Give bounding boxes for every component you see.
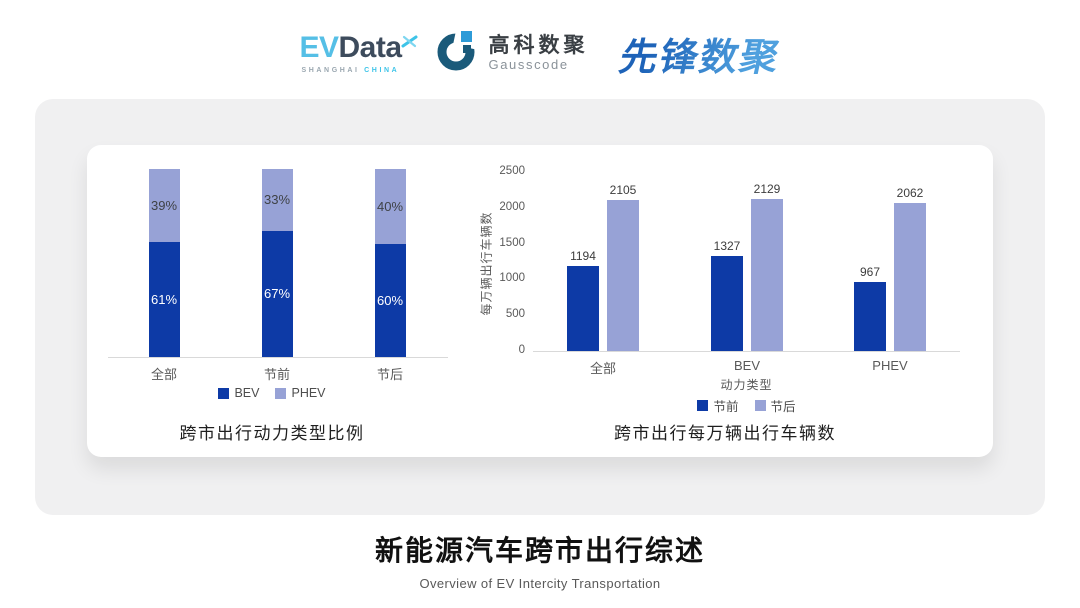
legend-swatch bbox=[218, 387, 230, 399]
value-label: 1194 bbox=[570, 249, 596, 263]
legend-swatch bbox=[275, 387, 287, 399]
x-axis-title: 动力类型 bbox=[720, 378, 773, 392]
category-label: 全部 bbox=[150, 367, 177, 382]
value-label: 967 bbox=[859, 265, 881, 279]
left-chart-title: 跨市出行动力类型比例 bbox=[179, 424, 365, 443]
value-label: 2062 bbox=[896, 186, 924, 200]
evdata-logo-sub-china: CHINA bbox=[364, 66, 400, 74]
stacked-segment-phev bbox=[148, 169, 180, 242]
left-chart-plot: 39% 61% 全部 33% 67% 节前 40% 60% 节后 bbox=[87, 145, 457, 457]
legend-swatch bbox=[754, 400, 766, 411]
bar-节后 bbox=[607, 200, 639, 351]
right-chart-title: 跨市出行每万辆出行车辆数 bbox=[614, 424, 836, 443]
gausscode-name-en: Gausscode bbox=[488, 56, 569, 72]
category-label: 全部 bbox=[589, 361, 616, 376]
legend-label: 节后 bbox=[770, 400, 796, 414]
value-label: 2129 bbox=[753, 182, 781, 196]
value-label-bev: 60% bbox=[376, 292, 404, 308]
evdata-logo-ev: EV bbox=[299, 30, 339, 64]
value-label-bev: 67% bbox=[263, 286, 291, 301]
category-label: BEV bbox=[733, 358, 760, 373]
stacked-segment-bev bbox=[148, 242, 180, 357]
evdata-logo-tagline: SHANGHAI CHINA bbox=[301, 67, 399, 74]
value-label-phev: 33% bbox=[263, 192, 291, 207]
evdata-logo-data: Data bbox=[338, 30, 402, 64]
category-label: 节前 bbox=[263, 367, 290, 382]
value-label: 1327 bbox=[713, 239, 741, 253]
y-tick-label: 2000 bbox=[499, 200, 525, 213]
gausscode-g-icon bbox=[434, 25, 482, 79]
y-tick-label: 2500 bbox=[499, 165, 525, 177]
gausscode-logo: 高科数聚 Gausscode bbox=[434, 25, 589, 79]
pioneer-logo: 先锋数聚 bbox=[615, 26, 784, 81]
left-chart-legend: BEV PHEV bbox=[87, 386, 457, 400]
y-axis-title: 每万辆出行车辆数 bbox=[479, 211, 494, 316]
legend-swatch bbox=[697, 400, 709, 411]
gausscode-name-cn: 高科数聚 bbox=[488, 33, 589, 57]
stacked-segment-bev bbox=[374, 244, 406, 357]
stacked-bar-chart: 39% 61% 全部 33% 67% 节前 40% 60% 节后 BEV PHEV 跨市出行动力类… bbox=[87, 145, 457, 457]
legend-item: 节前 bbox=[697, 396, 739, 415]
grouped-bar-chart: 0 500 1000 1500 2000 2500 1194 2105 全部 1327 2129 BE… bbox=[457, 145, 993, 457]
page-subtitle: Overview of EV Intercity Transportation bbox=[419, 576, 661, 591]
y-tick-label: 1500 bbox=[499, 236, 525, 249]
sparkle-x-icon bbox=[401, 25, 418, 55]
legend-item: 节后 bbox=[754, 396, 796, 415]
bar-节前 bbox=[567, 266, 599, 351]
page-footer: 新能源汽车跨市出行综述 Overview of EV Intercity Tra… bbox=[0, 529, 1080, 591]
category-label: PHEV bbox=[872, 358, 908, 373]
page-title: 新能源汽车跨市出行综述 bbox=[374, 535, 705, 566]
legend-label: BEV bbox=[234, 386, 260, 400]
right-chart-plot: 0 500 1000 1500 2000 2500 1194 2105 全部 1327 2129 BE… bbox=[457, 145, 993, 457]
x-axis-line bbox=[108, 357, 448, 358]
bar-节后 bbox=[751, 199, 783, 351]
value-label-phev: 40% bbox=[376, 198, 404, 214]
bar-节后 bbox=[894, 203, 926, 351]
stacked-segment-phev bbox=[374, 169, 406, 244]
legend-label: PHEV bbox=[291, 386, 326, 400]
evdata-logo: EVData SHANGHAI CHINA bbox=[299, 30, 418, 74]
value-label-phev: 39% bbox=[150, 197, 178, 213]
legend-label: 节前 bbox=[713, 400, 739, 414]
summary-panel: 39% 61% 全部 33% 67% 节前 40% 60% 节后 BEV PHEV 跨市出行动力类… bbox=[35, 99, 1045, 515]
header-logos: EVData SHANGHAI CHINA bbox=[0, 22, 1080, 84]
y-tick-label: 1000 bbox=[499, 272, 525, 285]
x-axis-line bbox=[533, 351, 960, 352]
legend-item: PHEV bbox=[275, 386, 326, 400]
evdata-logo-wordmark: EVData bbox=[299, 30, 418, 64]
y-tick-label: 500 bbox=[505, 308, 525, 321]
legend-item: BEV bbox=[218, 386, 259, 400]
stacked-segment-bev bbox=[261, 231, 293, 357]
bar-节前 bbox=[711, 256, 743, 351]
value-label-bev: 61% bbox=[150, 291, 178, 307]
bar-节前 bbox=[854, 282, 886, 351]
charts-card: 39% 61% 全部 33% 67% 节前 40% 60% 节后 BEV PHEV 跨市出行动力类… bbox=[87, 145, 993, 457]
gausscode-logo-text: 高科数聚 Gausscode bbox=[489, 34, 589, 72]
evdata-logo-sub-shanghai: SHANGHAI bbox=[301, 66, 360, 74]
stacked-segment-phev bbox=[261, 169, 293, 231]
value-label: 2105 bbox=[609, 183, 637, 197]
right-chart-legend: 节前 节后 bbox=[533, 396, 960, 415]
pioneer-logo-text: 先锋数聚 bbox=[615, 26, 787, 81]
category-label: 节后 bbox=[376, 367, 403, 382]
y-tick-label: 0 bbox=[518, 344, 525, 356]
